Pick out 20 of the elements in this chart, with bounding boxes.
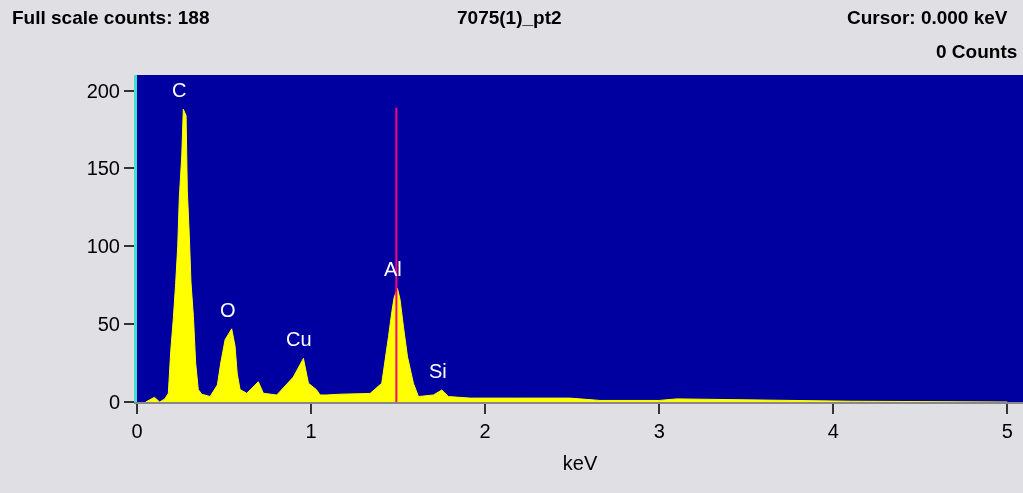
text: Cursor: 0.000 keV <box>847 7 1008 28</box>
annotation: O <box>220 299 236 321</box>
annotation: Si <box>429 360 447 382</box>
y-tick-label: 50 <box>97 313 120 336</box>
text: 0 Counts <box>936 41 1018 62</box>
x-tick-label: 0 <box>131 420 143 442</box>
text: 7075(1)_pt2 <box>457 7 562 28</box>
x-tick-label: 5 <box>1001 420 1013 442</box>
annotation: Cu <box>286 328 312 350</box>
x-tick-label: 4 <box>827 420 839 442</box>
x-tick-label: 1 <box>305 420 317 442</box>
y-tick-label: 200 <box>86 79 120 102</box>
y-tick-label: 150 <box>86 157 120 180</box>
annotation: C <box>172 79 187 101</box>
x-axis-title: keV <box>562 452 598 474</box>
x-tick-label: 3 <box>653 420 665 442</box>
text: Full scale counts: 188 <box>12 7 210 28</box>
y-tick-label: 0 <box>108 391 120 413</box>
y-tick-label: 100 <box>86 235 120 258</box>
x-tick-label: 2 <box>479 420 491 442</box>
